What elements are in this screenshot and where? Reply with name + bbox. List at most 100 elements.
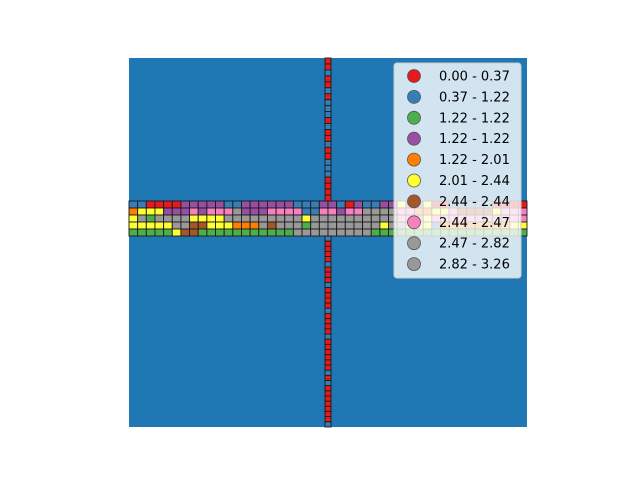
heatmap-cell: [197, 214, 208, 223]
heatmap-cell: [154, 221, 165, 230]
legend-marker: [407, 152, 421, 167]
heatmap-cell: [336, 214, 346, 223]
heatmap-cell: [241, 200, 251, 209]
heatmap-cell: [344, 228, 355, 237]
heatmap-cell: [171, 207, 182, 216]
heatmap-cell: [324, 400, 332, 407]
heatmap-cell: [310, 200, 320, 209]
heatmap-cell: [137, 221, 147, 230]
heatmap-cell: [232, 214, 242, 223]
heatmap-cell: [301, 228, 312, 237]
heatmap-cell: [154, 207, 165, 216]
heatmap-cell: [324, 359, 332, 366]
legend-label: 0.37 - 1.22: [439, 90, 510, 105]
heatmap-cell: [128, 221, 139, 230]
heatmap-cell: [324, 292, 332, 299]
heatmap-cell: [249, 200, 260, 209]
heatmap-cell: [324, 99, 332, 107]
heatmap-cell: [379, 228, 390, 237]
heatmap-cell: [232, 221, 242, 230]
heatmap-cell: [344, 221, 355, 230]
heatmap-cell: [275, 207, 286, 216]
heatmap-cell: [171, 221, 182, 230]
legend-marker: [407, 194, 421, 209]
heatmap-cell: [370, 207, 381, 216]
heatmap-cell: [266, 214, 277, 223]
heatmap-cell: [362, 214, 372, 223]
heatmap-cell: [154, 228, 165, 237]
heatmap-cell: [362, 228, 372, 237]
heatmap-cell: [258, 207, 268, 216]
heatmap-cell: [301, 214, 312, 223]
heatmap-cell: [145, 221, 156, 230]
heatmap-cell: [324, 140, 332, 148]
heatmap-cell: [275, 221, 286, 230]
heatmap-cell: [324, 87, 332, 95]
legend-label: 2.44 - 2.44: [439, 195, 510, 210]
legend-frame: [393, 62, 522, 279]
heatmap-cell: [336, 221, 346, 230]
heatmap-cell: [163, 221, 173, 230]
heatmap-cell: [258, 221, 268, 230]
heatmap-cell: [163, 228, 173, 237]
legend-marker: [407, 173, 421, 188]
heatmap-cell: [284, 221, 294, 230]
heatmap-cell: [324, 158, 332, 166]
heatmap-cell: [145, 207, 156, 216]
legend-label: 1.22 - 1.22: [439, 132, 510, 147]
heatmap-cell: [327, 221, 338, 230]
heatmap-cell: [353, 207, 364, 216]
heatmap-cell: [324, 256, 332, 263]
heatmap-cell: [292, 228, 303, 237]
heatmap-cell: [137, 207, 147, 216]
heatmap-cell: [258, 228, 268, 237]
heatmap-cell: [301, 200, 312, 209]
heatmap-cell: [310, 221, 320, 230]
heatmap-cell: [189, 228, 199, 237]
heatmap-cell: [327, 228, 338, 237]
heatmap-cell: [324, 235, 332, 242]
heatmap-cell: [353, 228, 364, 237]
heatmap-cell: [324, 251, 332, 258]
heatmap-cell: [324, 302, 332, 309]
heatmap-cell: [206, 228, 216, 237]
heatmap-cell: [197, 228, 208, 237]
legend-label: 2.47 - 2.82: [439, 237, 510, 252]
heatmap-cell: [171, 214, 182, 223]
heatmap-cell: [223, 221, 234, 230]
legend-marker: [407, 257, 421, 272]
heatmap-cell: [206, 214, 216, 223]
heatmap-cell: [249, 221, 260, 230]
heatmap-cell: [379, 200, 390, 209]
heatmap-cell: [275, 228, 286, 237]
heatmap-cell: [249, 207, 260, 216]
heatmap-cell: [362, 200, 372, 209]
heatmap-cell: [275, 214, 286, 223]
heatmap-cell: [180, 228, 191, 237]
heatmap-cell: [189, 221, 199, 230]
heatmap-cell: [258, 214, 268, 223]
heatmap-cell: [145, 228, 156, 237]
heatmap-cell: [324, 188, 332, 196]
heatmap-cell: [324, 349, 332, 356]
heatmap-cell: [189, 207, 199, 216]
heatmap-cell: [336, 228, 346, 237]
heatmap-cell: [324, 81, 332, 89]
heatmap-cell: [324, 282, 332, 289]
heatmap-cell: [370, 200, 381, 209]
heatmap-cell: [324, 369, 332, 376]
heatmap-cell: [292, 221, 303, 230]
heatmap-cell: [171, 200, 182, 209]
heatmap-cell: [379, 214, 390, 223]
heatmap-cell: [362, 207, 372, 216]
heatmap-cell: [327, 214, 338, 223]
heatmap-cell: [292, 207, 303, 216]
heatmap-cell: [301, 221, 312, 230]
heatmap-cell: [324, 328, 332, 335]
heatmap-cell: [370, 221, 381, 230]
heatmap-cell: [324, 261, 332, 268]
heatmap-cell: [324, 170, 332, 178]
legend: 0.00 - 0.37 0.37 - 1.22 1.22 - 1.22 1.22 - …: [393, 62, 522, 279]
heatmap-cell: [154, 200, 165, 209]
